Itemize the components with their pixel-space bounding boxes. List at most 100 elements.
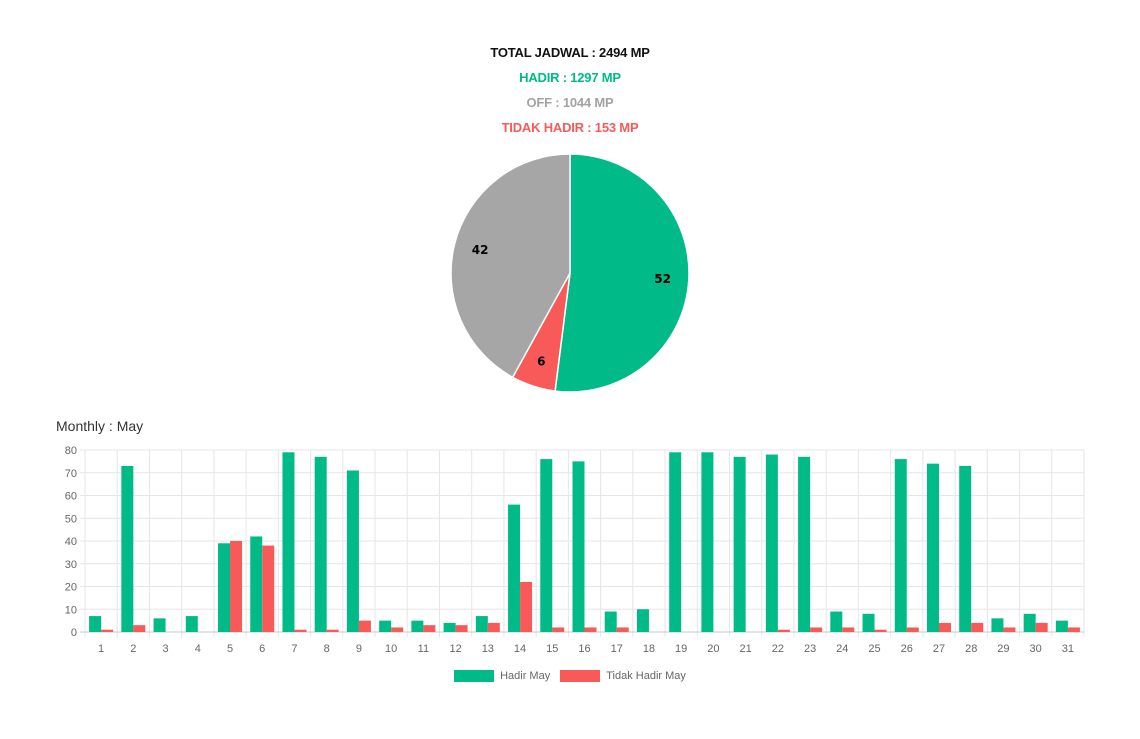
bar-tidak-hadir[interactable] (326, 629, 339, 632)
bar-tidak-hadir[interactable] (552, 627, 565, 632)
x-tick-label: 14 (514, 643, 526, 655)
pie-slice-off[interactable] (450, 153, 571, 379)
x-tick-label: 29 (997, 643, 1009, 655)
x-tick-label: 25 (868, 643, 880, 655)
bar-tidak-hadir[interactable] (423, 625, 436, 632)
x-tick-label: 4 (195, 643, 201, 655)
pie-label-hadir: 52 (654, 272, 671, 286)
bar-tidak-hadir[interactable] (455, 625, 468, 632)
bar-hadir[interactable] (604, 611, 617, 632)
bar-tidak-hadir[interactable] (906, 627, 919, 632)
total-jadwal-label: TOTAL JADWAL : 2494 MP (490, 45, 650, 60)
bar-tidak-hadir[interactable] (1035, 622, 1048, 632)
bar-tidak-hadir[interactable] (616, 627, 629, 632)
pie-label-tidak-hadir: 6 (537, 354, 545, 368)
bar-tidak-hadir[interactable] (810, 627, 823, 632)
bar-hadir[interactable] (733, 456, 746, 632)
bar-hadir[interactable] (572, 461, 585, 632)
bar-hadir[interactable] (185, 616, 198, 632)
x-tick-label: 9 (356, 643, 362, 655)
bar-hadir[interactable] (701, 452, 714, 632)
x-tick-label: 3 (163, 643, 169, 655)
x-tick-label: 1 (98, 643, 104, 655)
x-tick-label: 21 (740, 643, 752, 655)
bar-tidak-hadir[interactable] (358, 620, 371, 632)
x-tick-label: 31 (1062, 643, 1074, 655)
bar-tidak-hadir[interactable] (938, 622, 951, 632)
bar-hadir[interactable] (443, 622, 456, 632)
bar-hadir[interactable] (346, 470, 359, 632)
bar-hadir[interactable] (830, 611, 843, 632)
bar-chart-legend: Hadir May Tidak Hadir May (0, 670, 1140, 682)
bar-hadir[interactable] (508, 504, 521, 632)
x-tick-label: 22 (772, 643, 784, 655)
bar-hadir[interactable] (89, 616, 102, 632)
bar-hadir[interactable] (282, 452, 295, 632)
bar-tidak-hadir[interactable] (584, 627, 597, 632)
x-tick-label: 16 (578, 643, 590, 655)
x-tick-label: 18 (643, 643, 655, 655)
bar-hadir[interactable] (1023, 613, 1036, 632)
bar-tidak-hadir[interactable] (230, 541, 243, 632)
bar-hadir[interactable] (475, 616, 488, 632)
bar-hadir[interactable] (1055, 620, 1068, 632)
bar-hadir[interactable] (765, 454, 778, 632)
legend-label-hadir: Hadir May (500, 670, 551, 682)
off-label: OFF : 1044 MP (526, 95, 614, 110)
hadir-label: HADIR : 1297 MP (519, 70, 621, 85)
bar-tidak-hadir[interactable] (101, 629, 114, 632)
bar-hadir[interactable] (540, 459, 553, 632)
bar-hadir[interactable] (314, 456, 327, 632)
tidak-hadir-label: TIDAK HADIR : 153 MP (501, 120, 639, 135)
x-tick-label: 6 (259, 643, 265, 655)
x-tick-label: 20 (707, 643, 719, 655)
bar-tidak-hadir[interactable] (1067, 627, 1080, 632)
legend-swatch-tidak-hadir (560, 670, 601, 682)
legend-item-tidak-hadir[interactable]: Tidak Hadir May (560, 670, 686, 682)
x-tick-label: 7 (291, 643, 297, 655)
bar-tidak-hadir[interactable] (262, 545, 275, 632)
bar-hadir[interactable] (959, 465, 972, 632)
bar-hadir[interactable] (991, 618, 1004, 632)
x-tick-label: 17 (611, 643, 623, 655)
bar-hadir[interactable] (636, 609, 649, 632)
monthly-chart-title: Monthly : May (56, 418, 144, 434)
x-tick-label: 27 (933, 643, 945, 655)
bar-tidak-hadir[interactable] (842, 627, 855, 632)
bar-tidak-hadir[interactable] (874, 629, 887, 632)
bar-hadir[interactable] (250, 536, 263, 632)
x-tick-label: 19 (675, 643, 687, 655)
bar-tidak-hadir[interactable] (520, 581, 533, 632)
legend-item-hadir[interactable]: Hadir May (454, 670, 550, 682)
y-tick-label: 80 (65, 445, 77, 457)
bar-tidak-hadir[interactable] (1003, 627, 1016, 632)
pie-slice-hadir[interactable] (554, 153, 690, 393)
bar-hadir[interactable] (926, 463, 939, 632)
y-tick-label: 30 (65, 559, 77, 571)
bar-tidak-hadir[interactable] (487, 622, 500, 632)
x-tick-label: 11 (418, 643, 429, 655)
bar-hadir[interactable] (379, 620, 392, 632)
bar-tidak-hadir[interactable] (971, 622, 984, 632)
x-tick-label: 12 (449, 643, 461, 655)
bar-tidak-hadir[interactable] (133, 625, 146, 632)
bar-hadir[interactable] (153, 618, 166, 632)
y-tick-label: 70 (65, 468, 77, 480)
bar-hadir[interactable] (411, 620, 424, 632)
bar-hadir[interactable] (121, 465, 134, 632)
bar-hadir[interactable] (218, 543, 231, 632)
bar-hadir[interactable] (669, 452, 682, 632)
x-tick-label: 23 (804, 643, 816, 655)
y-tick-label: 60 (65, 491, 77, 503)
bar-tidak-hadir[interactable] (294, 629, 307, 632)
bar-tidak-hadir[interactable] (777, 629, 790, 632)
bar-hadir[interactable] (894, 459, 907, 632)
y-tick-label: 0 (71, 627, 77, 639)
bar-hadir[interactable] (798, 456, 811, 632)
bar-hadir[interactable] (862, 613, 875, 632)
legend-swatch-hadir (454, 670, 495, 682)
x-tick-label: 8 (324, 643, 330, 655)
bar-tidak-hadir[interactable] (391, 627, 404, 632)
x-tick-label: 15 (546, 643, 558, 655)
